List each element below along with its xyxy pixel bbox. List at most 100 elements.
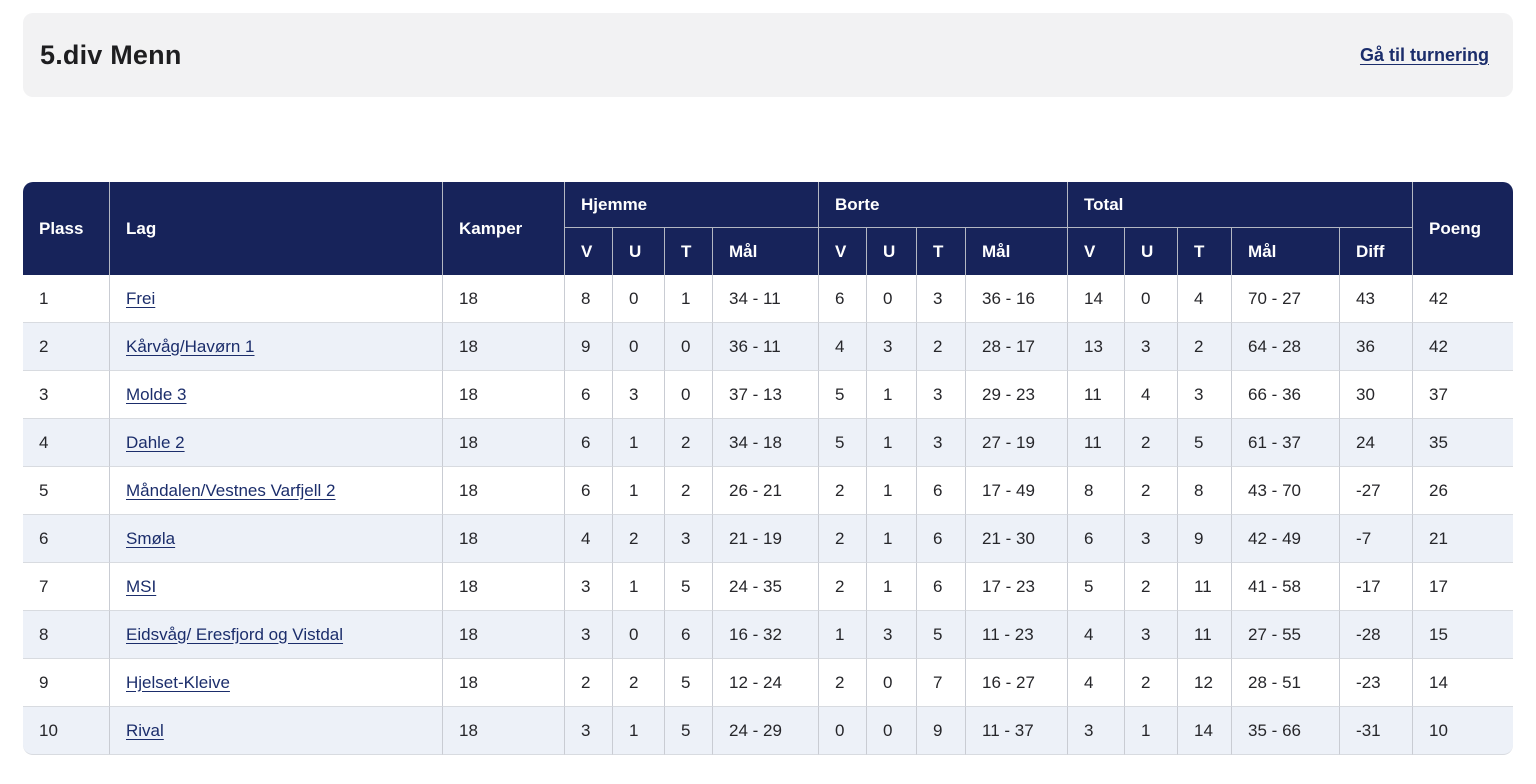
cell-hjemme-v: 3 bbox=[565, 563, 613, 611]
cell-borte-v: 2 bbox=[819, 467, 868, 515]
cell-borte-v: 2 bbox=[819, 563, 868, 611]
table-row: 4 Dahle 2 18 6 1 2 34 - 18 5 1 3 27 - 19 11 2 5 61 - 3… bbox=[23, 419, 1514, 467]
cell-poeng: 26 bbox=[1413, 467, 1514, 515]
cell-kamper: 18 bbox=[443, 707, 565, 755]
cell-total-v: 3 bbox=[1068, 707, 1126, 755]
table-row: 5 Måndalen/Vestnes Varfjell 2 18 6 1 2 26 - 21… bbox=[23, 467, 1514, 515]
team-link[interactable]: Smøla bbox=[126, 528, 176, 548]
team-link[interactable]: Måndalen/Vestnes Varfjell 2 bbox=[126, 480, 336, 500]
cell-total-diff: -31 bbox=[1340, 707, 1414, 755]
cell-borte-v: 0 bbox=[819, 707, 868, 755]
cell-total-maal: 61 - 37 bbox=[1232, 419, 1341, 467]
team-link[interactable]: Frei bbox=[126, 288, 156, 308]
cell-total-v: 11 bbox=[1068, 371, 1126, 419]
cell-team: Molde 3 bbox=[110, 371, 443, 419]
cell-total-v: 13 bbox=[1068, 323, 1126, 371]
cell-total-maal: 28 - 51 bbox=[1232, 659, 1341, 707]
cell-hjemme-u: 2 bbox=[613, 515, 665, 563]
cell-total-maal: 43 - 70 bbox=[1232, 467, 1341, 515]
go-to-tournament-link[interactable]: Gå til turnering bbox=[1359, 44, 1489, 65]
cell-total-diff: -17 bbox=[1340, 563, 1414, 611]
team-link[interactable]: MSI bbox=[126, 576, 157, 596]
cell-borte-v: 4 bbox=[819, 323, 868, 371]
cell-borte-maal: 36 - 16 bbox=[966, 275, 1069, 323]
cell-plass: 6 bbox=[23, 515, 110, 563]
table-header: Plass Lag Kamper Hjemme Borte Total Poen… bbox=[23, 182, 1514, 275]
cell-total-diff: -27 bbox=[1340, 467, 1414, 515]
cell-borte-u: 1 bbox=[867, 371, 918, 419]
column-header-plass: Plass bbox=[23, 182, 110, 275]
cell-borte-maal: 29 - 23 bbox=[966, 371, 1069, 419]
cell-team: Eidsvåg/ Eresfjord og Vistdal bbox=[110, 611, 443, 659]
column-header-total-t: T bbox=[1178, 228, 1233, 275]
cell-hjemme-t: 3 bbox=[665, 515, 713, 563]
cell-borte-t: 3 bbox=[917, 371, 967, 419]
cell-hjemme-u: 2 bbox=[613, 659, 665, 707]
column-header-poeng: Poeng bbox=[1413, 182, 1514, 275]
team-link[interactable]: Rival bbox=[126, 720, 164, 740]
cell-plass: 3 bbox=[23, 371, 110, 419]
cell-poeng: 21 bbox=[1413, 515, 1514, 563]
cell-hjemme-t: 1 bbox=[665, 275, 713, 323]
table-row: 2 Kårvåg/Havørn 1 18 9 0 0 36 - 11 4 3 2 28 - 17 13… bbox=[23, 323, 1514, 371]
cell-hjemme-u: 1 bbox=[613, 419, 665, 467]
cell-total-t: 11 bbox=[1178, 563, 1233, 611]
cell-team: Måndalen/Vestnes Varfjell 2 bbox=[110, 467, 443, 515]
cell-total-v: 11 bbox=[1068, 419, 1126, 467]
column-header-kamper: Kamper bbox=[443, 182, 565, 275]
team-link[interactable]: Molde 3 bbox=[126, 384, 187, 404]
column-group-hjemme: Hjemme bbox=[565, 182, 820, 228]
header-sub-row: V U T Mål V U T Mål V U T Mål Diff bbox=[23, 228, 1513, 275]
cell-hjemme-t: 6 bbox=[665, 611, 713, 659]
cell-plass: 7 bbox=[23, 563, 110, 611]
cell-poeng: 42 bbox=[1413, 323, 1514, 371]
cell-hjemme-v: 9 bbox=[565, 323, 613, 371]
cell-team: Hjelset-Kleive bbox=[110, 659, 443, 707]
cell-borte-v: 2 bbox=[819, 659, 868, 707]
table-row: 3 Molde 3 18 6 3 0 37 - 13 5 1 3 29 - 23 11 4 3 66 - 3… bbox=[23, 371, 1514, 419]
cell-borte-v: 1 bbox=[819, 611, 868, 659]
cell-team: Frei bbox=[110, 275, 443, 323]
cell-hjemme-u: 1 bbox=[613, 467, 665, 515]
cell-hjemme-v: 3 bbox=[565, 611, 613, 659]
team-link[interactable]: Dahle 2 bbox=[126, 432, 185, 452]
cell-plass: 10 bbox=[23, 707, 110, 755]
cell-poeng: 42 bbox=[1413, 275, 1514, 323]
cell-borte-v: 6 bbox=[819, 275, 868, 323]
cell-kamper: 18 bbox=[443, 515, 565, 563]
cell-poeng: 35 bbox=[1413, 419, 1514, 467]
team-link[interactable]: Eidsvåg/ Eresfjord og Vistdal bbox=[126, 624, 344, 644]
column-header-hjemme-u: U bbox=[613, 228, 665, 275]
cell-total-t: 8 bbox=[1178, 467, 1233, 515]
cell-borte-u: 1 bbox=[867, 563, 918, 611]
column-header-hjemme-t: T bbox=[665, 228, 713, 275]
cell-total-v: 6 bbox=[1068, 515, 1126, 563]
cell-total-u: 0 bbox=[1125, 275, 1179, 323]
cell-total-u: 2 bbox=[1125, 419, 1179, 467]
cell-borte-maal: 17 - 49 bbox=[966, 467, 1069, 515]
cell-kamper: 18 bbox=[443, 275, 565, 323]
cell-kamper: 18 bbox=[443, 371, 565, 419]
cell-plass: 5 bbox=[23, 467, 110, 515]
team-link[interactable]: Kårvåg/Havørn 1 bbox=[126, 336, 255, 356]
cell-hjemme-t: 0 bbox=[665, 371, 713, 419]
cell-total-v: 14 bbox=[1068, 275, 1126, 323]
cell-total-v: 4 bbox=[1068, 659, 1126, 707]
cell-hjemme-t: 2 bbox=[665, 467, 713, 515]
table-row: 6 Smøla 18 4 2 3 21 - 19 2 1 6 21 - 30 6 3 9 42 - 49 -7… bbox=[23, 515, 1514, 563]
cell-borte-maal: 27 - 19 bbox=[966, 419, 1069, 467]
cell-borte-t: 6 bbox=[917, 515, 967, 563]
cell-total-diff: -28 bbox=[1340, 611, 1414, 659]
cell-team: Kårvåg/Havørn 1 bbox=[110, 323, 443, 371]
cell-borte-maal: 11 - 23 bbox=[966, 611, 1069, 659]
team-link[interactable]: Hjelset-Kleive bbox=[126, 672, 230, 692]
cell-total-t: 2 bbox=[1178, 323, 1233, 371]
cell-borte-t: 6 bbox=[917, 563, 967, 611]
cell-borte-maal: 28 - 17 bbox=[966, 323, 1069, 371]
cell-borte-u: 0 bbox=[867, 275, 918, 323]
cell-hjemme-v: 6 bbox=[565, 419, 613, 467]
table-row: 10 Rival 18 3 1 5 24 - 29 0 0 9 11 - 37 3 1 14 35 - 66… bbox=[23, 707, 1514, 755]
cell-poeng: 37 bbox=[1413, 371, 1514, 419]
cell-borte-t: 5 bbox=[917, 611, 967, 659]
cell-total-t: 5 bbox=[1178, 419, 1233, 467]
